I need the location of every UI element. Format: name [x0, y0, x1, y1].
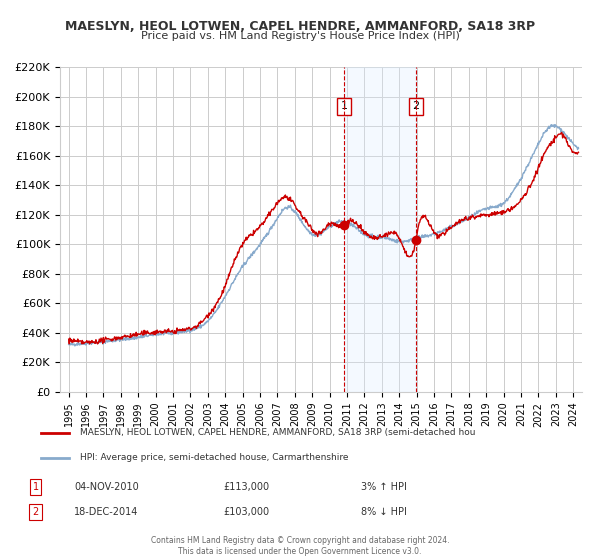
Text: MAESLYN, HEOL LOTWEN, CAPEL HENDRE, AMMANFORD, SA18 3RP: MAESLYN, HEOL LOTWEN, CAPEL HENDRE, AMMA…: [65, 20, 535, 32]
Text: £113,000: £113,000: [223, 482, 269, 492]
Text: Contains HM Land Registry data © Crown copyright and database right 2024.
This d: Contains HM Land Registry data © Crown c…: [151, 536, 449, 556]
Text: 1: 1: [32, 482, 38, 492]
Text: £103,000: £103,000: [223, 507, 269, 517]
Text: 1: 1: [341, 101, 348, 111]
Text: 3% ↑ HPI: 3% ↑ HPI: [361, 482, 407, 492]
Bar: [344, 67, 416, 392]
Text: 2: 2: [412, 101, 419, 111]
Text: 8% ↓ HPI: 8% ↓ HPI: [361, 507, 407, 517]
Text: HPI: Average price, semi-detached house, Carmarthenshire: HPI: Average price, semi-detached house,…: [80, 453, 348, 462]
Text: 2: 2: [32, 507, 38, 517]
Text: 18-DEC-2014: 18-DEC-2014: [74, 507, 139, 517]
Text: Price paid vs. HM Land Registry's House Price Index (HPI): Price paid vs. HM Land Registry's House …: [140, 31, 460, 41]
Text: 04-NOV-2010: 04-NOV-2010: [74, 482, 139, 492]
Text: MAESLYN, HEOL LOTWEN, CAPEL HENDRE, AMMANFORD, SA18 3RP (semi-detached hou: MAESLYN, HEOL LOTWEN, CAPEL HENDRE, AMMA…: [80, 428, 475, 437]
